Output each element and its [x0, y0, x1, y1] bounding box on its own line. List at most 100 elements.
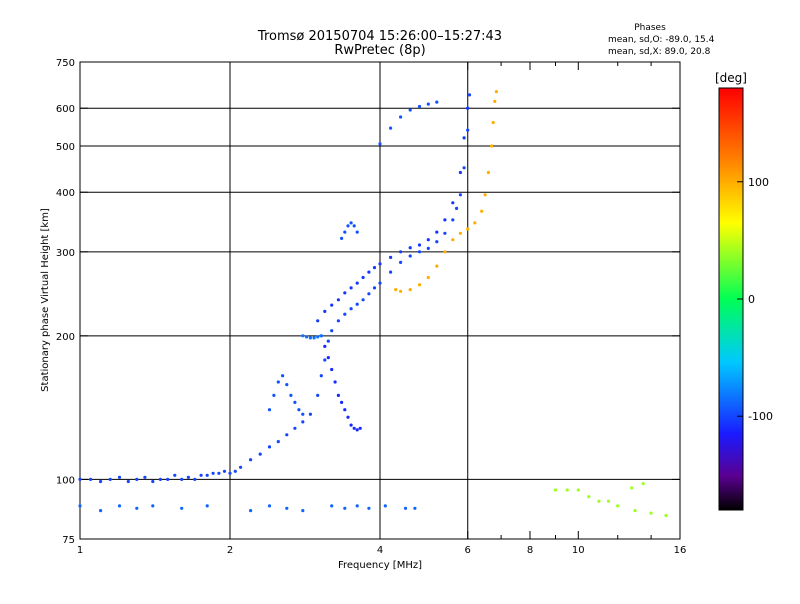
data-point — [272, 393, 276, 397]
chart-title: Tromsø 20150704 15:26:00–15:27:43 — [257, 29, 502, 44]
data-point — [151, 479, 155, 484]
y-tick-label: 75 — [62, 535, 75, 546]
phases-heading: Phases — [634, 23, 666, 33]
data-point — [249, 458, 253, 462]
data-point — [301, 420, 305, 424]
data-point — [408, 108, 412, 112]
data-point — [316, 393, 320, 397]
data-point — [383, 504, 387, 508]
data-point — [553, 488, 558, 492]
colorbar-ticks: -100 0 100 — [737, 176, 773, 423]
data-point — [186, 475, 190, 479]
data-point — [378, 142, 382, 146]
data-point — [630, 486, 634, 490]
data-point — [399, 115, 403, 119]
data-point — [285, 433, 289, 437]
data-point — [403, 506, 408, 510]
data-point — [301, 509, 305, 513]
data-point — [340, 236, 344, 240]
data-point — [205, 504, 209, 508]
data-point — [308, 336, 312, 340]
data-point — [399, 250, 403, 254]
data-point — [413, 506, 417, 510]
data-point — [289, 393, 293, 397]
data-point — [451, 238, 455, 242]
data-point — [358, 426, 362, 430]
data-point — [352, 224, 356, 228]
data-point — [458, 231, 462, 235]
data-point — [399, 260, 403, 264]
data-point — [408, 254, 412, 258]
data-point — [281, 374, 285, 378]
data-point — [308, 412, 312, 416]
data-point — [417, 283, 422, 287]
y-axis-label: Stationary phase Virtual Height [km] — [40, 208, 51, 392]
data-point — [143, 475, 147, 479]
data-point — [199, 473, 203, 477]
data-point — [267, 445, 272, 449]
data-point — [312, 336, 316, 340]
data-point — [330, 329, 334, 333]
data-point — [641, 482, 645, 486]
data-point — [426, 238, 430, 242]
data-point — [367, 270, 371, 274]
data-point — [326, 339, 330, 343]
x-tick-label: 4 — [377, 545, 383, 556]
data-point — [78, 504, 82, 508]
data-point — [340, 400, 344, 404]
data-point — [89, 477, 93, 481]
data-point — [576, 488, 580, 492]
data-point — [349, 307, 353, 311]
data-point — [135, 477, 139, 481]
data-point — [633, 509, 637, 513]
data-point — [349, 221, 353, 225]
data-point — [649, 511, 653, 515]
data-point — [228, 471, 232, 475]
data-point — [99, 479, 103, 484]
data-point — [346, 224, 350, 228]
data-point — [491, 120, 495, 125]
data-point — [389, 126, 393, 130]
data-point — [117, 504, 122, 508]
phase-stats-x: mean, sd,X: 89.0, 20.8 — [608, 47, 711, 57]
colorbar-tick-label: -100 — [748, 410, 773, 423]
data-point — [467, 93, 472, 97]
data-point — [597, 499, 601, 503]
data-point — [417, 104, 422, 109]
data-point — [565, 488, 569, 492]
data-point — [355, 428, 359, 432]
data-point — [166, 477, 170, 481]
data-point — [493, 99, 497, 103]
colorbar-label: [deg] — [715, 71, 747, 85]
data-point — [378, 262, 382, 266]
data-point — [326, 356, 330, 360]
data-point — [293, 426, 297, 430]
ticks: 1 2 4 6 8 10 16 75 100 200 300 400 500 600 750 — [56, 58, 686, 556]
data-point — [330, 504, 334, 508]
y-tick-label: 300 — [56, 248, 75, 259]
data-point — [394, 288, 398, 292]
data-point — [316, 335, 320, 339]
data-point — [355, 230, 359, 234]
data-point — [297, 408, 301, 412]
data-point — [426, 102, 430, 106]
data-point — [466, 106, 470, 110]
x-axis-label: Frequency [MHz] — [338, 560, 422, 571]
data-point — [408, 288, 412, 292]
data-point — [451, 218, 455, 222]
y-tick-label: 500 — [56, 142, 75, 153]
data-point — [193, 477, 197, 481]
data-point — [455, 206, 459, 210]
data-point — [333, 380, 337, 384]
data-point — [180, 477, 184, 481]
data-point — [336, 298, 340, 302]
data-point — [108, 477, 112, 481]
y-tick-label: 200 — [56, 332, 75, 343]
data-point — [372, 266, 377, 270]
data-point — [349, 423, 353, 427]
data-point — [355, 281, 359, 285]
data-point — [435, 100, 439, 104]
data-point — [267, 408, 272, 412]
